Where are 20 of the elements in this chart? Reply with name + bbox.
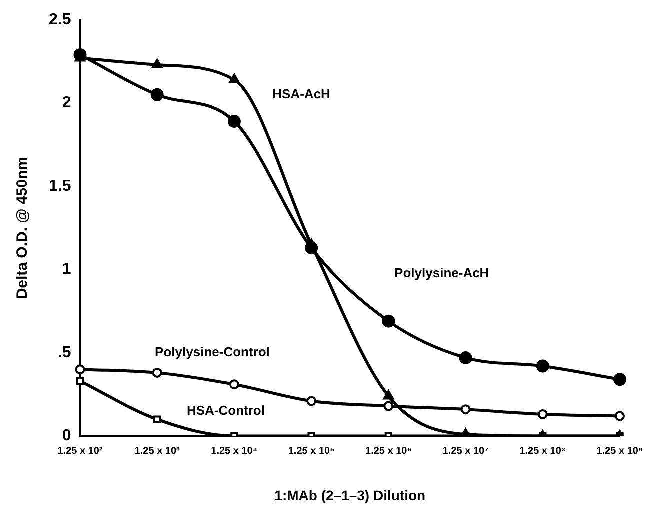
y-tick-label: 2.5 xyxy=(48,11,72,28)
series-label: Polylysine-Control xyxy=(155,344,270,360)
y-axis-title: Delta O.D. @ 450nm xyxy=(14,157,32,300)
x-tick-label: 1.25 x 10⁹ xyxy=(596,446,644,457)
y-tick-label: .5 xyxy=(58,344,72,362)
x-tick-label: 1.25 x 10⁷ xyxy=(442,446,489,457)
x-tick-label: 1.25 x 10⁴ xyxy=(211,446,258,457)
series-label: HSA-AcH xyxy=(272,86,330,102)
x-tick-label: 1.25 x 10² xyxy=(58,446,104,457)
y-tick-label: 2 xyxy=(62,94,72,112)
x-tick-label: 1.25 x 10⁶ xyxy=(366,446,412,457)
y-tick-label: 0 xyxy=(62,428,72,445)
x-tick-label: 1.25 x 10⁸ xyxy=(520,446,566,457)
x-tick-label: 1.25 x 10⁵ xyxy=(288,446,336,457)
text: Polylysine-AcH xyxy=(394,265,490,280)
y-tick-label: 1 xyxy=(62,261,72,278)
x-tick-label: 1.25 x 10³ xyxy=(134,446,181,457)
y-tick-label: 1.5 xyxy=(48,178,72,195)
x-axis-title: 1:MAb (2–1–3) Dilution xyxy=(274,487,426,504)
series-label: HSA-Control xyxy=(186,402,265,418)
